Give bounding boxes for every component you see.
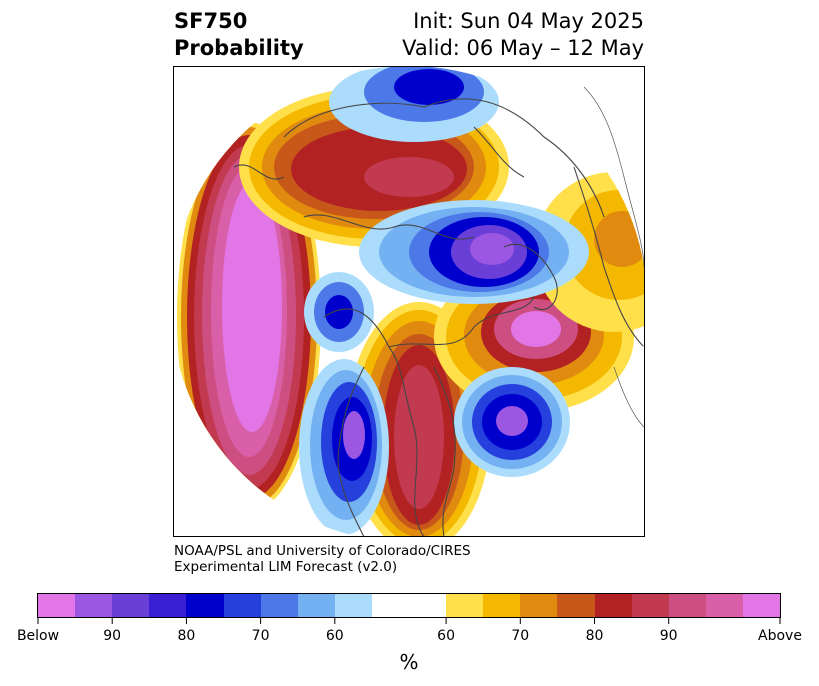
colorbar-tick-label: 60 [437,628,456,644]
colorbar-segment [409,594,447,617]
colorbar-tick-label: 80 [177,628,196,644]
map-title: SF750 Probability [174,8,304,62]
colorbar-segment [112,594,150,617]
colorbar-tick-label: Below [16,628,60,644]
anomaly-alaska [304,272,374,352]
credit-text: NOAA/PSL and University of Colorado/CIRE… [174,543,471,575]
valid-range: Valid: 06 May – 12 May [402,36,644,60]
colorbar-segment [371,594,410,617]
colorbar-segment [520,594,558,617]
colorbar-ticks [37,618,781,624]
colorbar-segment [446,594,484,617]
colorbar-segment [297,594,336,617]
colorbar [37,593,781,618]
anomaly-north-pole [329,67,499,142]
colorbar-segment [668,594,707,617]
colorbar-segment [742,594,781,617]
anomaly-east-pacific [299,359,389,535]
outer-borders [583,86,644,428]
probability-field [174,67,644,536]
variable-name: SF750 [174,9,248,33]
colorbar-tick-label: 70 [251,628,270,644]
coastlines [233,98,644,536]
colorbar-segment [149,594,187,617]
colorbar-segment [260,594,299,617]
colorbar-segment [631,594,670,617]
colorbar-segment [557,594,595,617]
colorbar-tick-label: 90 [103,628,122,644]
colorbar-segment [75,594,113,617]
colorbar-tick-label: 90 [659,628,678,644]
forecast-dates: Init: Sun 04 May 2025 Valid: 06 May – 12… [402,8,644,62]
colorbar-tick-label: Above [758,628,802,644]
colorbar-segment [334,594,373,617]
colorbar-unit: % [399,650,419,674]
anomaly-arctic [359,200,589,304]
colorbar-tick-label: 60 [325,628,344,644]
credit-line-2: Experimental LIM Forecast (v2.0) [174,559,398,575]
colorbar-segment [705,594,744,617]
colorbar-tick-label: 70 [511,628,530,644]
colorbar-segment [38,594,76,617]
credit-line-1: NOAA/PSL and University of Colorado/CIRE… [174,543,471,559]
colorbar-segment [483,594,521,617]
init-date: Init: Sun 04 May 2025 [413,9,644,33]
colorbar-segment [223,594,262,617]
polar-map [173,66,645,537]
anomaly-west-atlantic [454,367,570,477]
colorbar-segment [594,594,633,617]
colorbar-tick-label: 80 [585,628,604,644]
map-svg [174,67,644,536]
colorbar-segment [186,594,224,617]
product-name: Probability [174,36,304,60]
